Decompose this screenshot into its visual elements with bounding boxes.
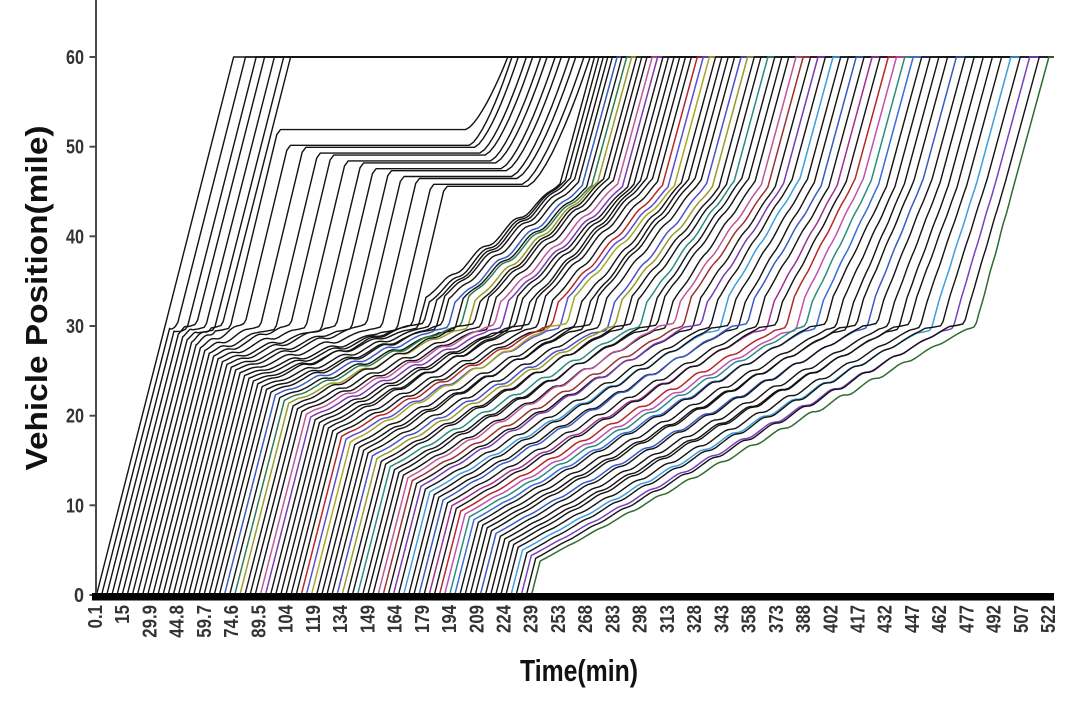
svg-text:119: 119	[303, 605, 325, 633]
svg-text:50: 50	[66, 137, 84, 159]
svg-text:20: 20	[66, 406, 84, 428]
svg-text:104: 104	[276, 604, 298, 633]
svg-text:522: 522	[1038, 605, 1060, 633]
svg-text:343: 343	[711, 605, 733, 633]
svg-text:89.5: 89.5	[248, 605, 270, 638]
svg-text:373: 373	[766, 605, 788, 633]
svg-text:59.7: 59.7	[194, 605, 216, 638]
svg-text:209: 209	[466, 605, 488, 633]
svg-text:29.9: 29.9	[140, 605, 162, 638]
svg-text:477: 477	[956, 605, 978, 633]
svg-text:298: 298	[630, 605, 652, 633]
svg-text:328: 328	[684, 605, 706, 633]
svg-text:239: 239	[521, 605, 543, 633]
svg-text:447: 447	[902, 605, 924, 633]
svg-text:194: 194	[439, 604, 461, 633]
svg-text:268: 268	[575, 605, 597, 633]
svg-text:388: 388	[793, 605, 815, 633]
svg-text:60: 60	[66, 47, 84, 69]
svg-text:224: 224	[494, 604, 516, 633]
svg-text:0: 0	[74, 585, 84, 607]
svg-text:417: 417	[848, 605, 870, 633]
svg-text:30: 30	[66, 316, 84, 338]
svg-text:507: 507	[1011, 605, 1033, 633]
svg-text:0.1: 0.1	[85, 605, 107, 628]
svg-text:432: 432	[875, 605, 897, 633]
svg-text:179: 179	[412, 605, 434, 633]
svg-text:10: 10	[66, 495, 84, 517]
svg-text:253: 253	[548, 605, 570, 633]
svg-text:164: 164	[385, 604, 407, 633]
svg-text:134: 134	[330, 604, 352, 633]
svg-text:40: 40	[66, 226, 84, 248]
svg-text:492: 492	[984, 605, 1006, 633]
svg-text:283: 283	[602, 605, 624, 633]
svg-text:Time(min): Time(min)	[520, 653, 638, 688]
svg-text:402: 402	[820, 605, 842, 633]
svg-text:Vehicle Position(mile): Vehicle Position(mile)	[19, 126, 54, 471]
svg-text:74.6: 74.6	[221, 605, 243, 638]
svg-text:462: 462	[929, 605, 951, 633]
svg-text:15: 15	[112, 605, 134, 624]
svg-text:149: 149	[357, 605, 379, 633]
svg-text:358: 358	[739, 605, 761, 633]
svg-text:44.8: 44.8	[167, 605, 189, 638]
svg-text:313: 313	[657, 605, 679, 633]
